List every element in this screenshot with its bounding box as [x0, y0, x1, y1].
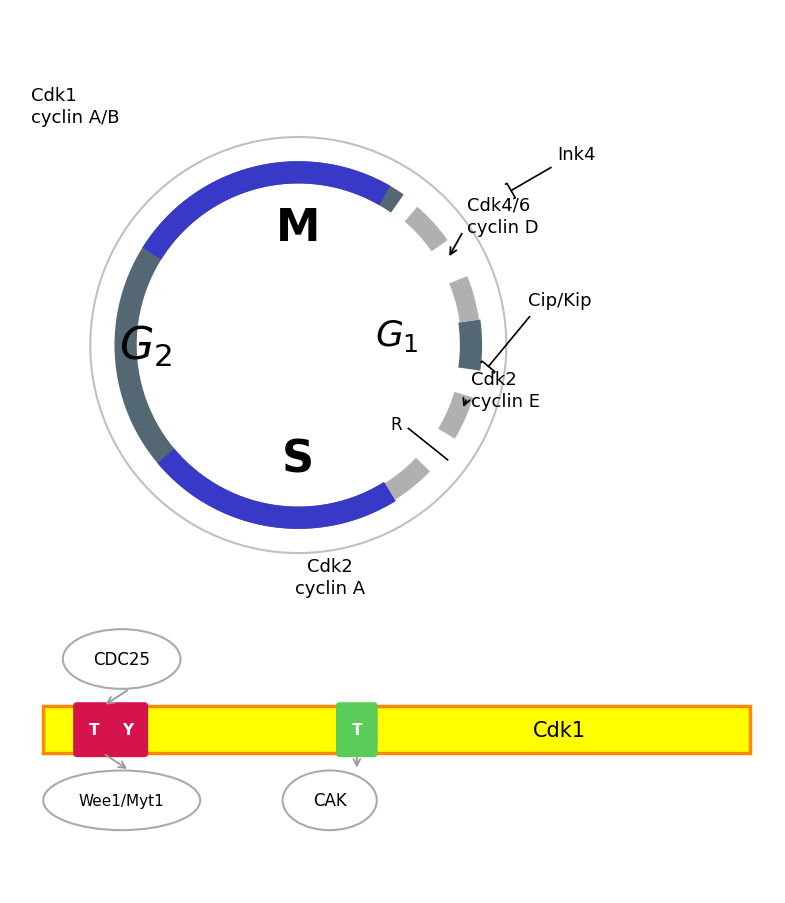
FancyBboxPatch shape [336, 703, 378, 758]
FancyBboxPatch shape [73, 703, 115, 758]
Text: T: T [89, 722, 99, 738]
Text: Wee1/Myt1: Wee1/Myt1 [78, 793, 165, 808]
Ellipse shape [283, 770, 377, 830]
Ellipse shape [63, 629, 181, 689]
Text: Cdk1: Cdk1 [532, 720, 586, 740]
Text: T: T [352, 722, 362, 738]
FancyBboxPatch shape [43, 706, 750, 753]
Text: $G_2$: $G_2$ [119, 323, 172, 368]
Text: CDC25: CDC25 [93, 650, 150, 668]
Text: Cdk1
cyclin A/B: Cdk1 cyclin A/B [31, 87, 120, 127]
Text: $G_1$: $G_1$ [374, 318, 418, 353]
Text: Cdk4/6
cyclin D: Cdk4/6 cyclin D [467, 196, 539, 237]
Text: Cdk2
cyclin E: Cdk2 cyclin E [471, 370, 540, 411]
Text: R: R [391, 416, 403, 434]
FancyBboxPatch shape [107, 703, 148, 758]
Text: CAK: CAK [313, 791, 346, 809]
Ellipse shape [43, 770, 200, 830]
Text: Y: Y [122, 722, 133, 738]
Text: Cdk2
cyclin A: Cdk2 cyclin A [294, 557, 365, 598]
Text: Cip/Kip: Cip/Kip [528, 292, 591, 310]
Text: S: S [283, 438, 314, 480]
Text: Ink4: Ink4 [557, 146, 596, 164]
Text: M: M [276, 207, 320, 249]
